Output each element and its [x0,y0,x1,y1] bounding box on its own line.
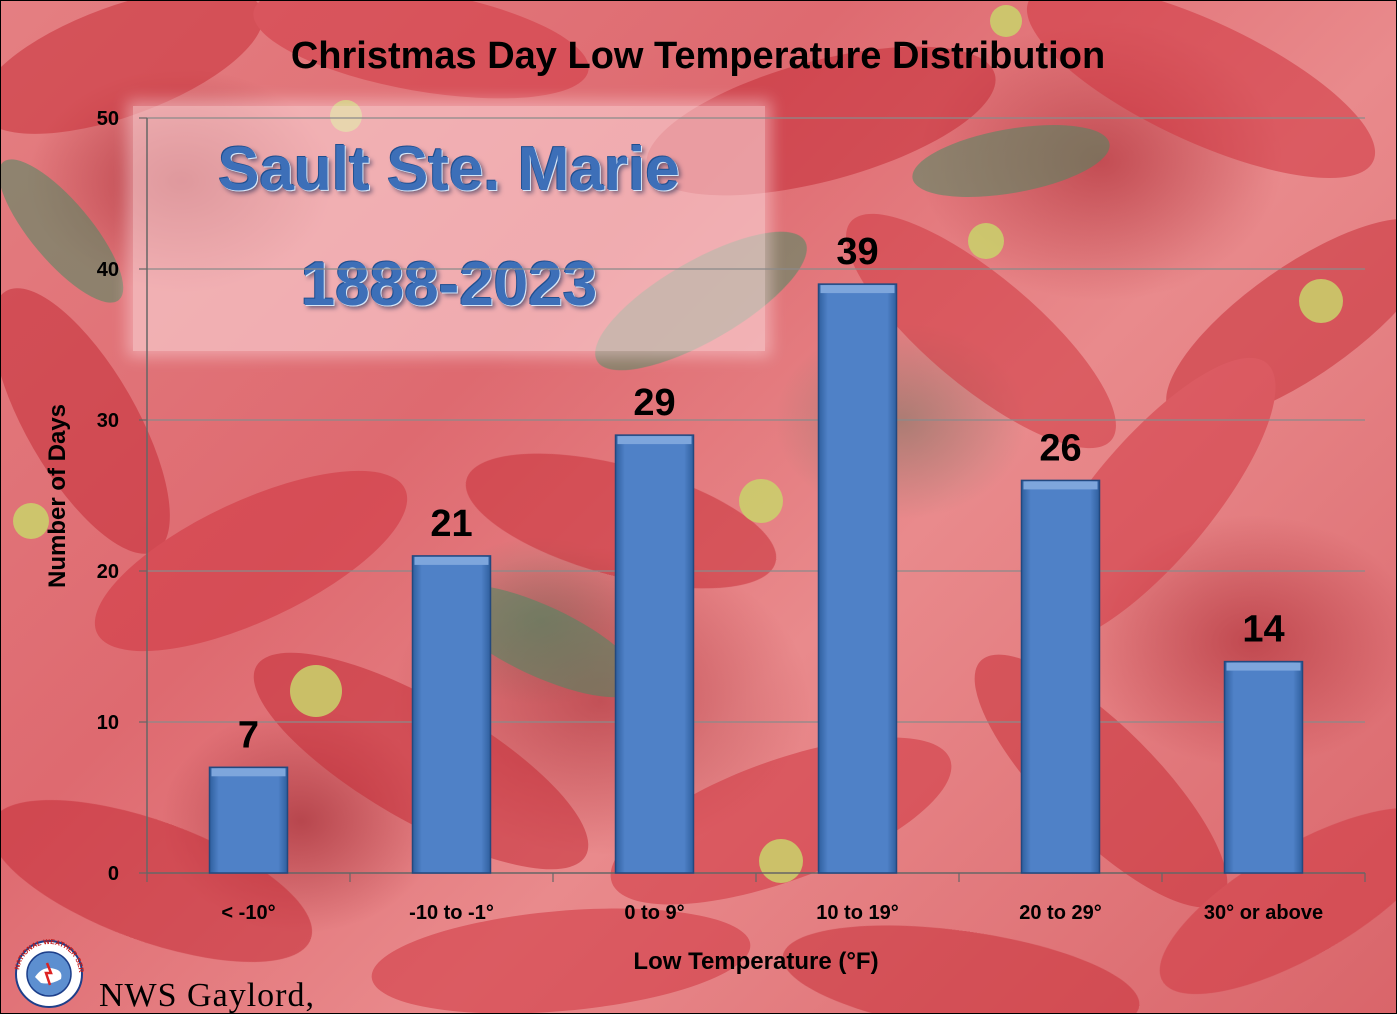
station-annotation-box [133,106,765,351]
bar [411,555,492,874]
y-tick-labels: 0 10 20 30 40 50 [97,108,119,885]
nws-logo-icon: NATIONAL WEATHER SERVICE [11,939,84,1008]
x-tick-label: 30° or above [1204,902,1323,924]
y-tick-label: 40 [97,259,119,281]
credit-text: NWS Gaylord, [99,977,315,1014]
chart-title: Christmas Day Low Temperature Distributi… [291,35,1105,77]
value-label: 29 [633,382,675,424]
x-tick-label: 10 to 19° [816,902,898,924]
gridlines [139,117,1365,874]
x-tick-label: 0 to 9° [624,902,684,924]
x-axis-label: Low Temperature (°F) [633,948,878,975]
x-tick-label: 20 to 29° [1019,902,1101,924]
bar [208,766,289,874]
value-label: 7 [238,714,259,756]
station-years: 1888-2023 [300,250,598,319]
axes [146,118,1366,882]
x-tick-labels: < -10° -10 to -1° 0 to 9° 10 to 19° 20 to 29… [221,902,1323,924]
bars [208,283,1304,874]
value-labels: 7 21 29 39 26 14 [238,231,1285,756]
x-tick-label: -10 to -1° [409,902,494,924]
station-name: Sault Ste. Marie [218,135,680,204]
y-axis-label: Number of Days [44,404,71,588]
y-tick-label: 20 [97,561,119,583]
x-tick-label: < -10° [221,902,275,924]
y-tick-label: 50 [97,108,119,130]
bar-bevel [1226,662,1301,671]
bar-bevel [1023,481,1098,490]
bar [817,283,898,874]
bar [1020,479,1101,874]
value-label: 14 [1242,609,1284,651]
bar-bevel [211,768,286,777]
y-tick-label: 10 [97,712,119,734]
bar-bevel [617,436,692,445]
bar [1223,660,1304,874]
value-label: 26 [1039,427,1081,469]
bar-bevel [414,556,489,565]
bar [614,434,695,874]
bar-bevel [820,285,895,294]
value-label: 21 [430,503,472,545]
y-tick-label: 30 [97,410,119,432]
y-tick-label: 0 [108,863,119,885]
value-label: 39 [836,231,878,273]
